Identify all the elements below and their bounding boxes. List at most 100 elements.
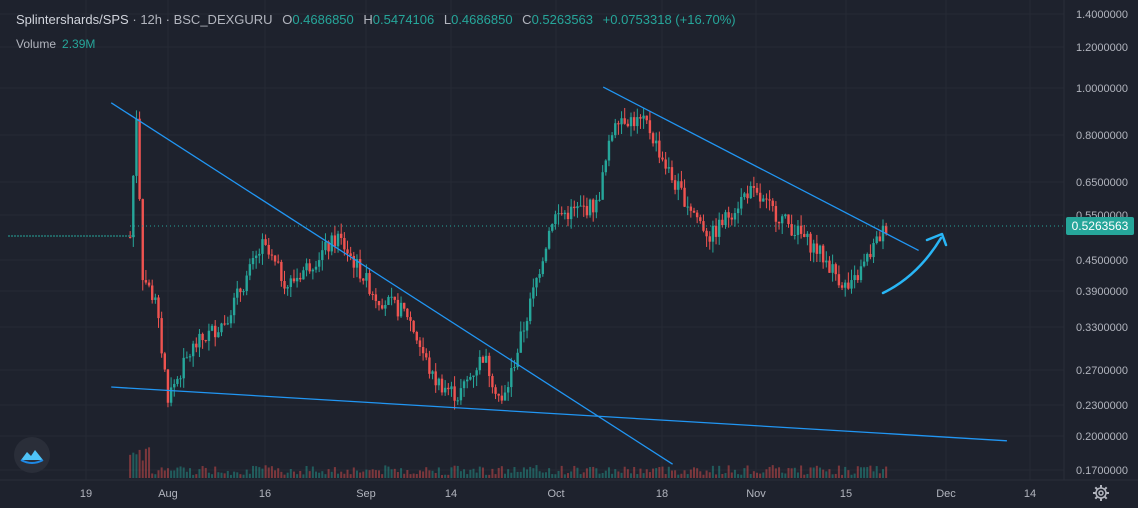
volume-bar bbox=[778, 467, 781, 478]
candle-body bbox=[273, 255, 277, 262]
candle-body bbox=[642, 115, 645, 119]
candle-body bbox=[229, 315, 233, 324]
candle-body bbox=[415, 331, 419, 341]
volume-bar bbox=[875, 466, 878, 478]
candle-body bbox=[204, 340, 207, 342]
candle-body bbox=[677, 181, 680, 190]
candle-body bbox=[239, 288, 242, 293]
candle-body bbox=[670, 167, 674, 181]
candle-body bbox=[166, 369, 170, 403]
candle-body bbox=[592, 199, 595, 213]
volume-bar bbox=[516, 471, 519, 478]
volume-bar bbox=[337, 473, 340, 478]
volume-bar bbox=[415, 473, 418, 478]
volume-bar bbox=[513, 467, 516, 478]
candle-body bbox=[264, 239, 267, 245]
volume-bar bbox=[683, 470, 686, 478]
candle-body bbox=[856, 275, 860, 281]
volume-bar bbox=[255, 466, 258, 478]
volume-bar bbox=[762, 472, 765, 478]
volume-bar bbox=[592, 466, 595, 478]
trendline[interactable] bbox=[110, 102, 673, 465]
candle-body bbox=[746, 193, 749, 199]
candle-body bbox=[532, 287, 535, 299]
candle-body bbox=[727, 212, 730, 218]
candle-body bbox=[869, 253, 872, 258]
volume-bar bbox=[365, 469, 368, 478]
candle-body bbox=[475, 370, 478, 376]
gear-icon[interactable] bbox=[1092, 484, 1110, 502]
candle-body bbox=[358, 259, 362, 279]
trendline[interactable] bbox=[111, 386, 1007, 442]
high-value: 0.5474106 bbox=[372, 12, 435, 27]
volume-bar bbox=[595, 468, 598, 478]
candle-body bbox=[380, 305, 384, 309]
candle-body bbox=[837, 274, 841, 286]
volume-bar bbox=[422, 471, 425, 478]
trendlines[interactable] bbox=[110, 86, 1007, 465]
candle-body bbox=[182, 357, 185, 379]
arrow-curve[interactable] bbox=[881, 236, 943, 295]
candle-body bbox=[510, 368, 513, 388]
volume-bar bbox=[664, 474, 667, 478]
volume-bar bbox=[497, 467, 500, 478]
chart-grid bbox=[0, 0, 1064, 480]
candle-body bbox=[321, 250, 324, 261]
volume-bar bbox=[393, 468, 396, 478]
candle-body bbox=[280, 261, 283, 282]
volume-bar bbox=[828, 469, 831, 478]
volume-bar bbox=[418, 470, 421, 478]
candle-body bbox=[667, 167, 671, 169]
candle-body bbox=[651, 133, 655, 144]
volume-bar bbox=[488, 474, 491, 478]
volume-bar bbox=[437, 467, 440, 478]
volume-bar bbox=[318, 472, 321, 478]
candle-body bbox=[639, 117, 642, 119]
interval-label[interactable]: 12h bbox=[140, 12, 163, 27]
candle-body bbox=[828, 260, 831, 273]
volume-bar bbox=[529, 466, 532, 478]
candle-body bbox=[191, 343, 195, 357]
candle-body bbox=[346, 249, 349, 254]
candle-body bbox=[566, 212, 570, 220]
breakout-arrow-annotation[interactable] bbox=[881, 232, 948, 295]
volume-bar bbox=[160, 467, 163, 478]
dexguru-logo-icon[interactable] bbox=[14, 437, 50, 473]
volume-bar bbox=[292, 471, 295, 478]
volume-bar bbox=[456, 465, 459, 478]
volume-bar bbox=[129, 454, 132, 478]
volume-bar bbox=[560, 465, 563, 478]
arrow-head[interactable] bbox=[925, 232, 948, 247]
volume-bar bbox=[582, 472, 585, 478]
trendline[interactable] bbox=[602, 86, 919, 252]
volume-bar bbox=[611, 473, 614, 478]
candle-body bbox=[201, 333, 204, 341]
volume-bar bbox=[267, 467, 270, 478]
volume-bar bbox=[189, 468, 192, 478]
volume-bar bbox=[374, 470, 377, 478]
volume-bar bbox=[765, 469, 768, 478]
time-axis[interactable]: 19 Aug 16 Sep 14 Oct 18 Nov 15 Dec 14 bbox=[80, 488, 1036, 500]
volume-bar bbox=[425, 467, 428, 478]
time-tick-label: Sep bbox=[356, 488, 376, 500]
candle-body bbox=[614, 123, 617, 136]
volume-bar bbox=[693, 467, 696, 478]
volume-bar bbox=[346, 469, 349, 478]
candle-body bbox=[582, 205, 585, 207]
volume-bar bbox=[532, 468, 535, 478]
candle-body bbox=[749, 186, 752, 199]
candle-body bbox=[787, 214, 790, 225]
candle-body bbox=[551, 224, 554, 231]
candle-body bbox=[661, 157, 664, 160]
candle-body bbox=[349, 253, 352, 256]
price-axis[interactable]: 1.4000000 1.2000000 1.0000000 0.8000000 0.65… bbox=[1076, 9, 1128, 477]
volume-bar bbox=[283, 474, 286, 478]
volume-bar bbox=[570, 471, 573, 478]
candle-body bbox=[598, 199, 601, 201]
volume-bar bbox=[831, 474, 834, 478]
symbol-name[interactable]: Splintershards/SPS bbox=[16, 12, 129, 27]
candle-body bbox=[601, 172, 604, 200]
volume-bar bbox=[396, 472, 399, 478]
volume-bar bbox=[579, 474, 582, 478]
